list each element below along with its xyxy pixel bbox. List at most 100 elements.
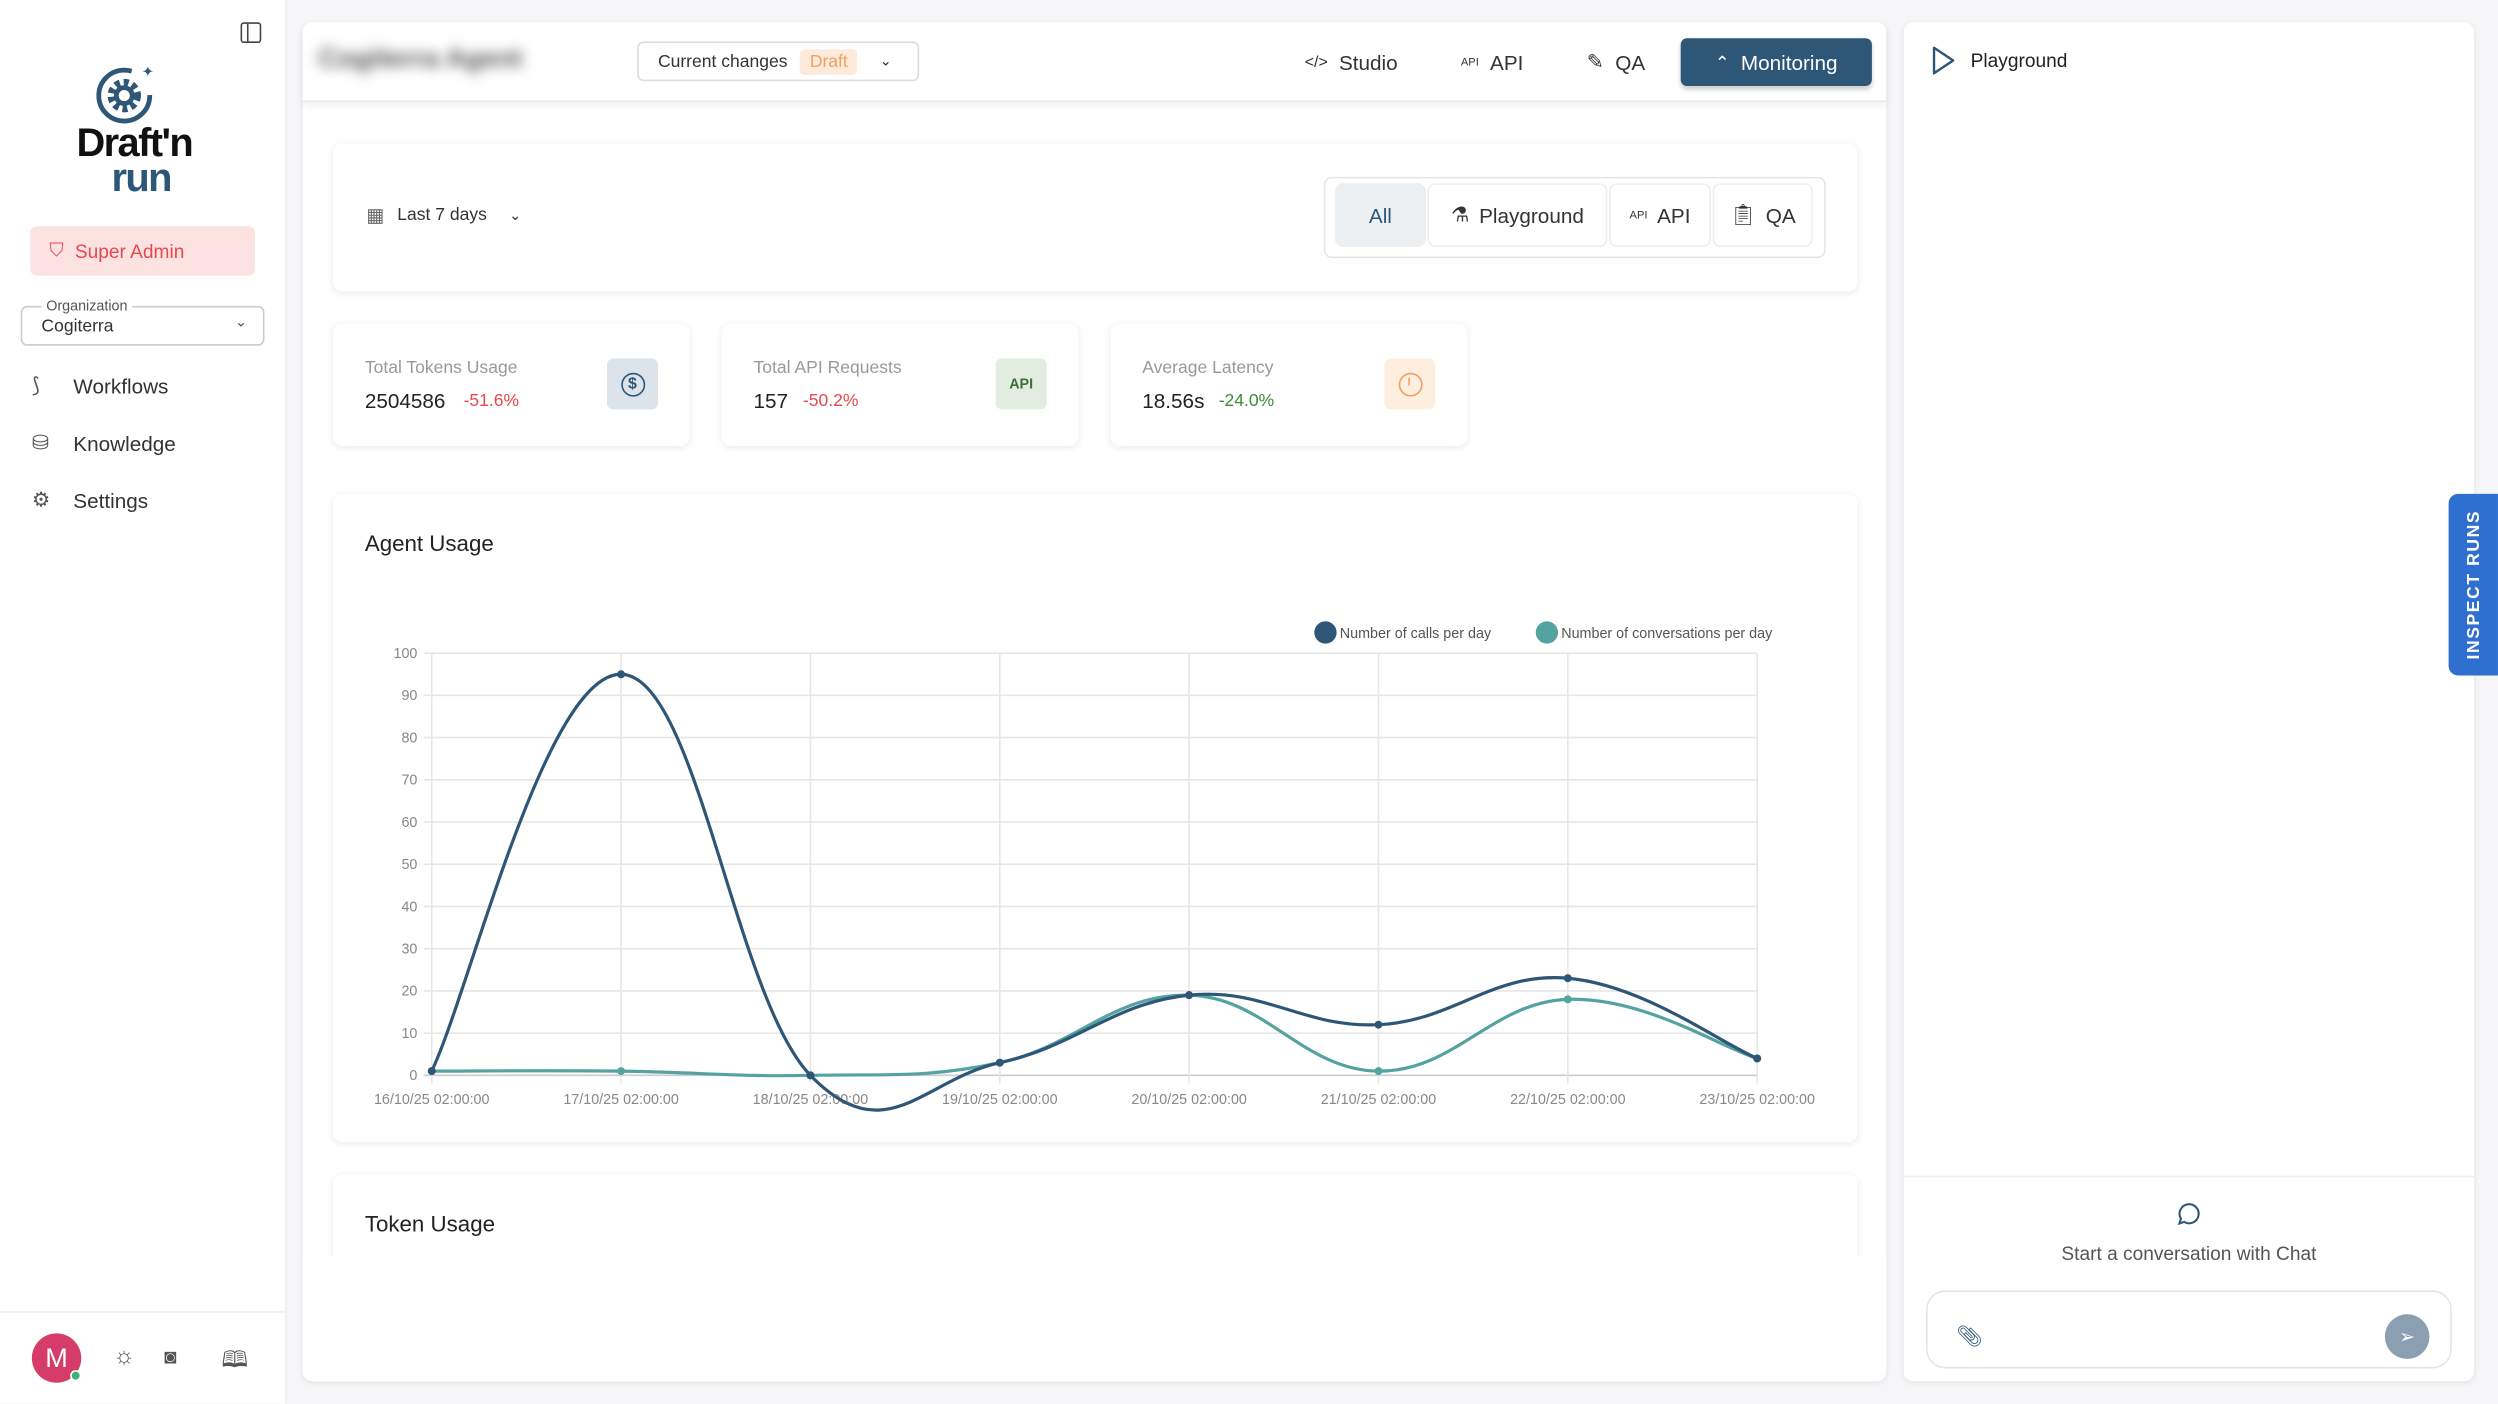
chat-bubble-icon — [2177, 1203, 2200, 1226]
y-tick-label: 90 — [401, 688, 417, 704]
y-tick-label: 100 — [393, 646, 417, 662]
api-icon: API — [1009, 375, 1034, 392]
segment-api[interactable]: API API — [1609, 183, 1711, 247]
y-tick-label: 30 — [401, 941, 417, 957]
data-point[interactable] — [1563, 995, 1572, 1004]
data-point[interactable] — [427, 1067, 436, 1076]
data-point[interactable] — [617, 1067, 626, 1076]
tab-label: Studio — [1338, 50, 1398, 75]
data-point[interactable] — [806, 1071, 815, 1080]
role-label: Super Admin — [74, 239, 185, 263]
tab-label: API — [1490, 50, 1524, 75]
kpi-delta: -50.2% — [802, 391, 859, 412]
kpi-icon-box: $ — [606, 358, 658, 410]
data-point[interactable] — [995, 1058, 1004, 1067]
token-usage-title: Token Usage — [364, 1210, 496, 1237]
tab-studio[interactable]: </> Studio — [1305, 38, 1398, 86]
kpi-value: 157 — [753, 388, 789, 413]
chart-title: Agent Usage — [364, 530, 494, 556]
segment-label: API — [1657, 203, 1691, 228]
y-tick-label: 20 — [401, 984, 417, 1000]
segment-all[interactable]: All — [1335, 183, 1426, 247]
send-icon: ➢ — [2399, 1325, 2416, 1348]
shield-icon: ⛉ — [49, 238, 64, 262]
send-button[interactable]: ➢ — [2384, 1314, 2430, 1359]
segment-qa[interactable]: 📋︎ QA — [1712, 183, 1813, 247]
chevron-down-icon: ⌄ — [234, 313, 247, 330]
filter-card — [332, 143, 1858, 292]
paperclip-icon[interactable]: 📎︎ — [1956, 1323, 1983, 1348]
kpi-value: 2504586 — [364, 388, 446, 413]
sidebar-item-label: Knowledge — [73, 430, 176, 455]
role-badge: ⛉ Super Admin — [30, 226, 255, 276]
chat-input[interactable]: 📎︎ ➢ — [1926, 1290, 2452, 1369]
book-icon[interactable]: 🕮 — [221, 1346, 248, 1372]
kpi-delta: -51.6% — [463, 391, 520, 412]
date-range-select[interactable]: ▦ Last 7 days ⌄ — [366, 204, 521, 226]
tab-api[interactable]: API API — [1461, 38, 1524, 86]
header: Cogiterra Agent Current changes Draft ⌄ — [302, 22, 1887, 102]
gear-icon: ⚙ — [31, 487, 51, 512]
legend-item[interactable]: Number of conversations per day — [1535, 621, 1773, 644]
kpi-value: 18.56s — [1142, 388, 1205, 413]
data-point[interactable] — [1374, 1067, 1383, 1076]
playground-panel: Playground Start a conversation with Cha… — [1903, 22, 2475, 1382]
discord-icon[interactable]: ◙ — [164, 1344, 177, 1369]
organization-select[interactable]: Organization Cogiterra ⌄ — [20, 297, 265, 346]
token-usage-card: Token Usage — [332, 1174, 1858, 1270]
tab-monitoring[interactable]: ⌃ Monitoring — [1680, 38, 1872, 87]
sidebar-item-knowledge[interactable]: ⛁ Knowledge — [32, 430, 176, 455]
calendar-icon: ▦ — [366, 203, 385, 227]
database-icon: ⛁ — [31, 430, 50, 455]
kpi-delta: -24.0% — [1218, 391, 1275, 412]
data-point[interactable] — [617, 670, 626, 679]
agent-name[interactable]: Cogiterra Agent — [318, 43, 523, 74]
code-icon: </> — [1304, 53, 1328, 71]
y-tick-label: 70 — [401, 773, 417, 789]
sun-icon[interactable]: ☼ — [113, 1342, 136, 1371]
sidebar-item-settings[interactable]: ⚙ Settings — [32, 487, 148, 512]
chevron-down-icon: ⌄ — [879, 52, 892, 69]
version-label: Current changes — [657, 51, 788, 71]
y-tick-label: 60 — [401, 815, 417, 831]
series-line-conversations — [431, 993, 1758, 1078]
logo-text-run: run — [111, 156, 173, 201]
kpi-label: Total API Requests — [753, 358, 902, 378]
data-point[interactable] — [1374, 1020, 1383, 1029]
dollar-icon: $ — [620, 371, 645, 396]
clipboard-check-icon: 📋︎ — [1729, 202, 1757, 227]
x-tick-label: 16/10/25 02:00:00 — [374, 1092, 490, 1108]
data-point[interactable] — [1185, 991, 1194, 1000]
source-segmented-control — [1323, 176, 1826, 259]
inspect-runs-tab[interactable]: INSPECT RUNS — [2448, 493, 2498, 676]
legend-label: Number of calls per day — [1340, 626, 1492, 642]
logo-gear-icon: ✦ — [96, 64, 154, 124]
x-tick-label: 20/10/25 02:00:00 — [1131, 1092, 1247, 1108]
data-point[interactable] — [1753, 1054, 1762, 1063]
api-icon: API — [1460, 56, 1479, 68]
workflow-icon: ⟆ — [31, 372, 40, 397]
segment-label: QA — [1765, 203, 1796, 228]
logo: ✦ Draft'n run — [76, 61, 219, 204]
kpi-label: Average Latency — [1142, 358, 1274, 378]
sidebar-item-workflows[interactable]: ⟆ Workflows — [32, 373, 169, 398]
y-tick-label: 40 — [401, 899, 417, 915]
organization-label: Organization — [41, 297, 133, 314]
x-tick-label: 22/10/25 02:00:00 — [1510, 1092, 1626, 1108]
sidebar-toggle-icon[interactable] — [240, 22, 262, 44]
segment-label: All — [1368, 203, 1392, 228]
sidebar: ✦ Draft'n run ⛉ Super Admin Organization … — [0, 0, 287, 1404]
agent-usage-card: Agent Usage — [332, 493, 1858, 1143]
playground-title: Playground — [1970, 49, 2068, 72]
tab-qa[interactable]: ✎ QA — [1587, 38, 1645, 86]
kpi-card: Total API Requests 157 -50.2% API — [721, 323, 1079, 447]
version-select[interactable]: Current changes Draft ⌄ — [637, 41, 920, 82]
sidebar-item-label: Settings — [73, 488, 149, 513]
legend-item[interactable]: Number of calls per day — [1314, 621, 1492, 644]
avatar[interactable]: M — [31, 1333, 82, 1383]
segment-playground[interactable]: ⚗ Playground — [1427, 183, 1608, 247]
data-point[interactable] — [1563, 974, 1572, 983]
legend-swatch — [1535, 621, 1559, 644]
date-range-value: Last 7 days — [397, 205, 487, 225]
